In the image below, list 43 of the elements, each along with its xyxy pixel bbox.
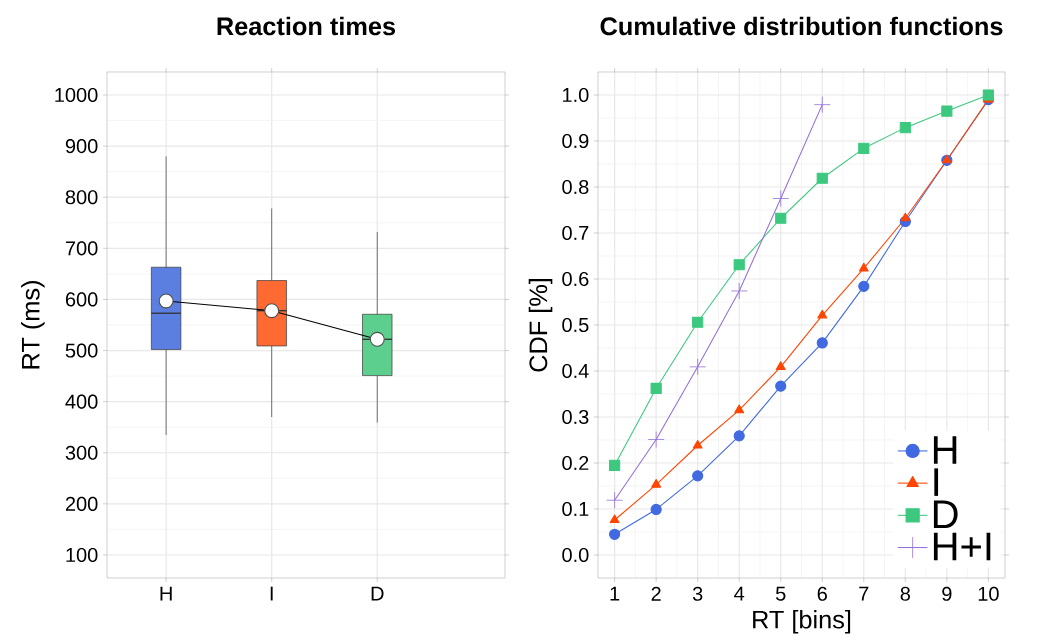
y-tick-label: 700 (65, 241, 98, 256)
y-tick-label: 100 (66, 547, 98, 563)
y-tick-label: 0.2 (562, 455, 589, 471)
x-tick-label: 9 (942, 586, 952, 601)
x-tick-label: 4 (734, 586, 745, 601)
legend-label: D (933, 500, 958, 529)
y-tick-label: 0.4 (562, 363, 589, 379)
x-tick-label: D (371, 586, 384, 601)
x-tick-label: 10 (978, 586, 999, 601)
y-tick-label: 0.5 (562, 317, 589, 333)
legend-label: H+I (933, 532, 991, 561)
y-tick-label: 900 (65, 139, 98, 154)
x-tick-label: 7 (859, 586, 869, 601)
x-tick-label: 3 (692, 586, 703, 601)
chart-title: Reaction times (217, 16, 396, 36)
x-tick-label: 8 (900, 586, 911, 601)
y-tick-label: 500 (65, 343, 98, 358)
y-tick-label: 1.0 (563, 87, 589, 103)
x-tick-label: 6 (817, 586, 827, 601)
x-axis-title: RT [bins] (753, 610, 851, 634)
y-axis-title: CDF [%] (528, 278, 553, 372)
y-tick-label: 0.7 (562, 225, 589, 241)
y-tick-label: 0.1 (562, 501, 589, 517)
legend-label: H (933, 436, 957, 464)
x-tick-label: 1 (610, 586, 620, 601)
y-tick-label: 400 (65, 394, 98, 409)
x-tick-label: H (160, 586, 172, 601)
y-tick-label: 0.9 (562, 133, 589, 149)
y-tick-label: 800 (65, 190, 98, 205)
y-tick-label: 200 (65, 496, 98, 511)
y-tick-label: 1000 (55, 87, 98, 103)
x-tick-label: 5 (775, 586, 786, 601)
y-tick-label: 600 (65, 292, 98, 307)
x-tick-label: 2 (651, 586, 661, 601)
y-tick-label: 0.6 (562, 271, 589, 287)
legend-label: I (934, 468, 939, 496)
y-tick-label: 300 (65, 445, 98, 460)
y-tick-label: 0.8 (562, 179, 589, 195)
chart-title: Cumulative distribution functions (600, 16, 1003, 36)
y-tick-label: 0.0 (562, 547, 589, 563)
y-axis-title: RT (ms) (21, 281, 45, 369)
y-tick-label: 0.3 (562, 409, 589, 425)
x-tick-label: I (270, 586, 273, 601)
